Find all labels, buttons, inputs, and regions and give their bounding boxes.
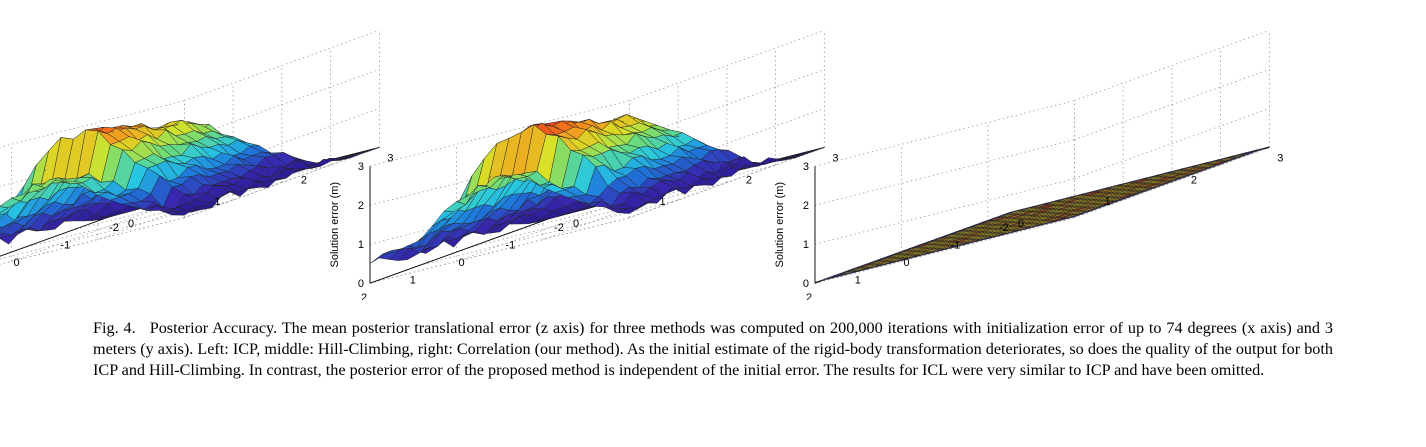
grid-line [184,108,380,180]
z-tick-label: 0 [358,278,364,290]
grid-line [1074,108,1270,180]
z-tick-label: 2 [803,200,809,212]
caption-text: Posterior Accuracy. The mean posterior t… [93,319,1333,379]
y-tick-label: 2 [746,174,752,186]
grid-line [814,217,1075,284]
figure-caption: Fig. 4. Posterior Accuracy. The mean post… [93,318,1333,381]
x-tick-label: 0 [458,257,464,269]
y-tick-label: 2 [301,174,307,186]
x-tick-label: -2 [999,222,1009,234]
y-tick-label: 1 [660,196,666,208]
surface-cell [814,275,837,283]
grid-line [456,190,652,262]
surface-cell [0,232,3,236]
grid-line [184,69,380,141]
grid-line [1074,30,1270,102]
x-tick-label: 0 [903,257,909,269]
grid-line [184,30,380,102]
grid-line [814,139,1075,206]
grid-line [1074,69,1270,141]
surface-plot-correlation: 0 1 2 3 -2 -1 0 1 2 0 1 2 3 Solution error (m) [774,30,1283,300]
y-tick-label: 1 [1105,196,1111,208]
z-axis-label: Solution error (m) [774,182,786,268]
y-tick-label: 0 [573,218,579,230]
y-tick-label: 3 [832,152,838,164]
z-tick-label: 0 [803,278,809,290]
y-tick-label: 3 [1277,152,1283,164]
z-tick-label: 2 [358,200,364,212]
grid-line [814,100,1075,167]
x-tick-label: -1 [60,240,70,252]
grid-line [11,190,207,262]
grid-line [814,217,1075,284]
y-tick-label: 2 [1191,174,1197,186]
z-tick-label: 3 [358,161,364,173]
x-tick-label: -2 [554,222,564,234]
z-tick-label: 1 [358,239,364,251]
z-axis-label: Solution error (m) [329,182,341,268]
x-tick-label: -1 [950,240,960,252]
surface-cell [0,213,7,219]
x-tick-label: 0 [13,257,19,269]
grid-line [629,69,825,141]
figure-label: Fig. 4. [93,319,136,337]
x-tick-label: -2 [109,222,119,234]
x-tick-label: 2 [361,292,367,300]
surface-cell [0,206,10,214]
y-tick-label: 0 [128,218,134,230]
y-tick-label: 3 [387,152,393,164]
surface-cell [369,250,392,264]
grid-line [629,30,825,102]
surface-cell [0,226,3,229]
z-tick-label: 3 [803,161,809,173]
y-tick-label: 1 [214,196,220,208]
x-tick-label: 1 [855,275,861,287]
z-tick-label: 1 [803,239,809,251]
x-tick-label: 1 [410,275,416,287]
x-tick-label: -1 [505,240,515,252]
surface-plot-hill-climbing: 0 1 2 3 -2 -1 0 1 2 0 1 2 3 Solution error (m) [329,30,839,300]
figure-panels: 0 1 2 3 -2 -1 0 1 2 0 1 2 3 Solution error (m) 0 1 2 3 -2… [0,30,1283,300]
grid-line [629,108,825,180]
x-axis-line [0,212,121,257]
y-tick-label: 0 [1018,218,1024,230]
x-tick-label: 2 [806,292,812,300]
x-axis-line [369,212,566,284]
